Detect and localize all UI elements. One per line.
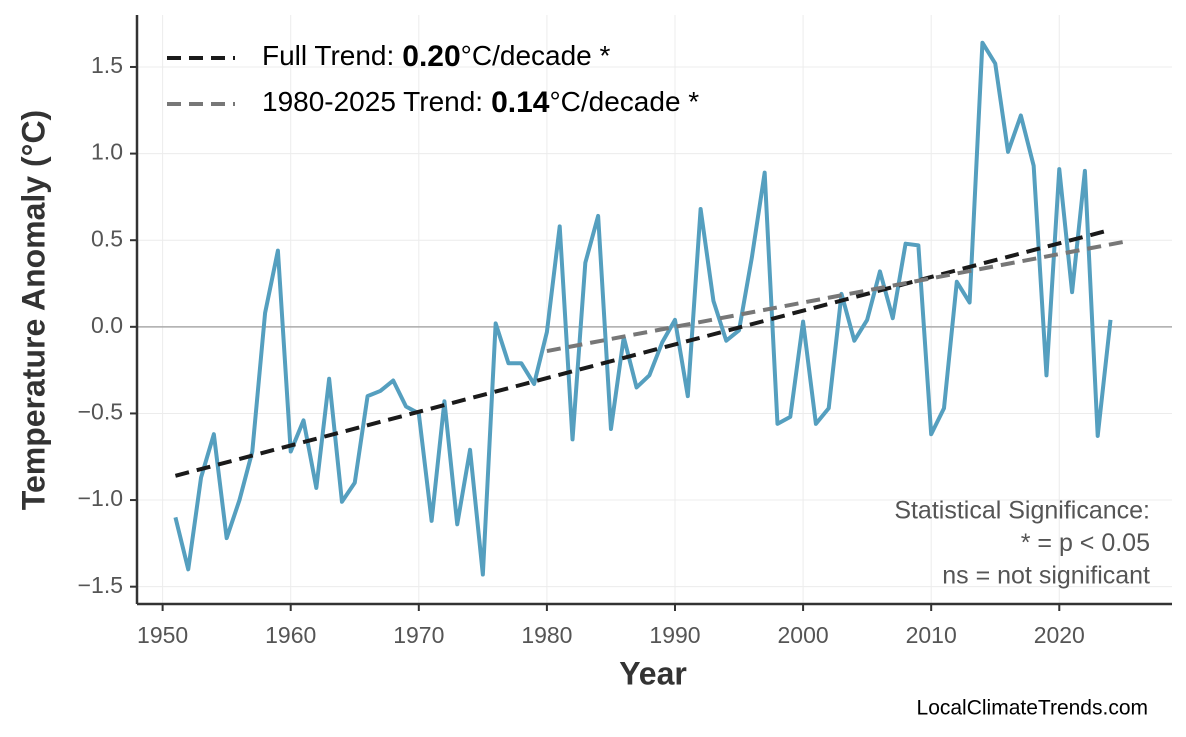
legend-entry: 1980-2025 Trend: 0.14°C/decade * xyxy=(262,86,699,119)
trend-line xyxy=(174,227,1112,478)
legend-unit: °C/decade * xyxy=(461,40,611,71)
legend-rate: 0.20 xyxy=(402,40,460,73)
annotation: ns = not significant xyxy=(942,562,1150,590)
x-tick-label: 1990 xyxy=(649,622,700,648)
y-tick-label: 0.0 xyxy=(91,312,123,338)
legend-unit: °C/decade * xyxy=(549,86,699,117)
x-axis-label: Year xyxy=(619,655,687,691)
y-tick-label: −1.0 xyxy=(78,485,123,511)
legend-label: Full Trend: xyxy=(262,40,394,71)
y-tick-label: −1.5 xyxy=(78,572,123,598)
source: LocalClimateTrends.com xyxy=(917,697,1148,720)
x-tick-label: 2020 xyxy=(1034,622,1085,648)
annotation: * = p < 0.05 xyxy=(1021,529,1150,557)
trend-line xyxy=(546,239,1124,354)
x-tick-label: 1970 xyxy=(393,622,444,648)
x-tick-label: 2000 xyxy=(778,622,829,648)
x-tick-label: 1980 xyxy=(521,622,572,648)
legend-label: 1980-2025 Trend: xyxy=(262,86,483,117)
y-tick-label: 0.5 xyxy=(91,225,123,251)
legend-rate: 0.14 xyxy=(491,86,550,119)
x-tick-label: 2010 xyxy=(906,622,957,648)
legend-entry: Full Trend: 0.20°C/decade * xyxy=(262,40,611,73)
x-tick-label: 1950 xyxy=(137,622,188,648)
y-axis-label: Temperature Anomaly (°C) xyxy=(15,110,51,510)
y-tick-label: 1.5 xyxy=(91,52,123,78)
y-tick-label: −0.5 xyxy=(78,399,123,425)
x-tick-label: 1960 xyxy=(265,622,316,648)
y-tick-label: 1.0 xyxy=(91,139,123,165)
data-line xyxy=(173,40,1113,577)
annotation: Statistical Significance: xyxy=(894,497,1150,525)
